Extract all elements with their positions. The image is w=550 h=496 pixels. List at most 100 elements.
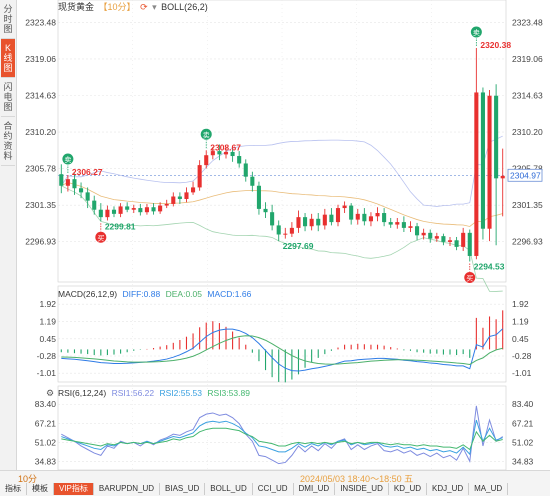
boll-lower-line: [61, 185, 503, 292]
tab-inside[interactable]: INSIDE_UD: [335, 483, 389, 495]
high-price-label: 2320.38: [480, 40, 511, 50]
candle-body: [303, 217, 308, 227]
candle-body: [177, 196, 182, 199]
macd-tick-right: -1.01: [512, 368, 532, 378]
candle-body: [494, 95, 499, 179]
candle-body: [289, 227, 294, 234]
current-price-tag: [507, 168, 543, 182]
sidebar: 分时图 K线图 闪电图 合约资料: [0, 0, 17, 470]
candle-body: [105, 209, 110, 218]
candle-body: [461, 232, 466, 247]
sidebar-tab-contract-info[interactable]: 合约资料: [1, 117, 15, 166]
candle-body: [204, 155, 209, 166]
tab-kd[interactable]: KD_UD: [389, 483, 427, 495]
candle-body: [421, 232, 426, 236]
candle-body: [59, 174, 64, 186]
tab-dmi[interactable]: DMI_UD: [294, 483, 336, 495]
candle-body: [270, 212, 275, 226]
high-price-label: 2308.67: [210, 142, 241, 152]
candle-body: [125, 206, 130, 210]
macd-tick-left: -1.01: [37, 368, 57, 378]
candle-body: [382, 213, 387, 223]
rsi-tick-right: 83.40: [512, 399, 534, 409]
dropdown-icon[interactable]: ▾: [152, 2, 157, 12]
candle-body: [362, 213, 367, 222]
candle-body: [144, 207, 149, 213]
candle-body: [309, 218, 314, 227]
candle-body: [111, 209, 117, 214]
sidebar-tab-timeshare[interactable]: 分时图: [1, 0, 15, 39]
candle-body: [184, 192, 189, 199]
macd-dif-line: [61, 328, 504, 372]
candle-body: [256, 185, 261, 209]
low-price-label: 2299.81: [105, 221, 136, 231]
price-tick-right: 2310.20: [512, 127, 543, 137]
price-tick-right: 2296.93: [512, 237, 543, 247]
panel-frame: [57, 285, 507, 383]
panel-frame: [57, 385, 507, 470]
candle-body: [395, 222, 400, 225]
candle-body: [322, 214, 327, 226]
buy-signal-text: 买: [466, 274, 473, 282]
refresh-icon[interactable]: ⟳: [140, 2, 148, 12]
rsi3-line: [61, 427, 503, 451]
macd-header: MACD(26,12,9) DIFF:0.88 DEA:0.05 MACD:1.…: [58, 289, 252, 299]
indicator-name[interactable]: BOLL(26,2): [161, 2, 208, 12]
tab-bias[interactable]: BIAS_UD: [160, 483, 206, 495]
boll-upper-line: [60, 135, 503, 207]
candle-body: [408, 226, 413, 228]
sidebar-tab-kline[interactable]: K线图: [1, 39, 15, 78]
buy-signal-badge: [95, 231, 107, 243]
macd-title: MACD(26,12,9): [58, 289, 117, 299]
low-price-label: 2297.69: [283, 241, 314, 251]
macd-value-label: MACD:1.66: [207, 289, 251, 299]
tab-vip-indicators[interactable]: VIP指标: [54, 483, 94, 495]
tab-barupdn[interactable]: BARUPDN_UD: [94, 483, 161, 495]
tab-cci[interactable]: CCI_UD: [253, 483, 294, 495]
macd-dea-label: DEA:0.05: [166, 289, 203, 299]
rsi2-line: [61, 419, 503, 456]
candle-body: [447, 240, 453, 242]
price-tick-left: 2314.63: [25, 91, 56, 101]
candle-body: [197, 165, 202, 188]
buy-signal-text: 买: [97, 234, 104, 242]
candle-body: [500, 175, 505, 179]
macd-tick-left: 1.19: [39, 316, 56, 326]
candle-body: [79, 188, 84, 193]
period-badge[interactable]: 【10分】: [99, 2, 136, 12]
candle-body: [296, 217, 301, 228]
tab-ma[interactable]: MA_UD: [469, 483, 509, 495]
macd-tick-left: 0.45: [39, 334, 56, 344]
rsi-tick-right: 51.02: [512, 437, 534, 447]
candle-body: [329, 214, 334, 223]
candle-body: [98, 209, 103, 218]
rsi-tick-right: 67.21: [512, 418, 534, 428]
candle-body: [171, 196, 176, 204]
price-tick-right: 2305.78: [512, 164, 543, 174]
sidebar-tab-flash[interactable]: 闪电图: [1, 78, 15, 117]
candle-body: [151, 207, 156, 212]
sell-signal-text: 卖: [64, 156, 71, 164]
price-tick-right: 2314.63: [512, 91, 543, 101]
price-tick-right: 2301.35: [512, 200, 543, 210]
macd-tick-right: 1.19: [512, 316, 529, 326]
tab-kdj[interactable]: KDJ_UD: [427, 483, 470, 495]
tab-indicators[interactable]: 指标: [0, 483, 27, 495]
rsi1-label: RSI1:56.22: [112, 388, 155, 398]
candle-body: [223, 151, 229, 155]
candle-body: [191, 187, 196, 193]
settings-icon[interactable]: ⚙: [46, 388, 54, 398]
candle-body: [72, 179, 77, 189]
period-button[interactable]: 10分: [18, 474, 38, 484]
candle-body: [210, 151, 215, 156]
tab-templates[interactable]: 模板: [27, 483, 54, 495]
macd-tick-left: 1.92: [39, 299, 56, 309]
tab-boll[interactable]: BOLL_UD: [205, 483, 253, 495]
rsi-tick-left: 83.40: [35, 399, 57, 409]
indicator-tabs: 指标 模板 VIP指标 BARUPDN_UD BIAS_UD BOLL_UD C…: [0, 483, 509, 495]
candle-body: [342, 205, 347, 209]
candle-body: [131, 208, 136, 210]
rsi-tick-left: 34.83: [35, 456, 57, 466]
chart-canvas[interactable]: 2306.27卖2299.81买2308.67卖2297.692320.38卖2…: [16, 0, 550, 470]
price-tick-left: 2310.20: [25, 127, 56, 137]
